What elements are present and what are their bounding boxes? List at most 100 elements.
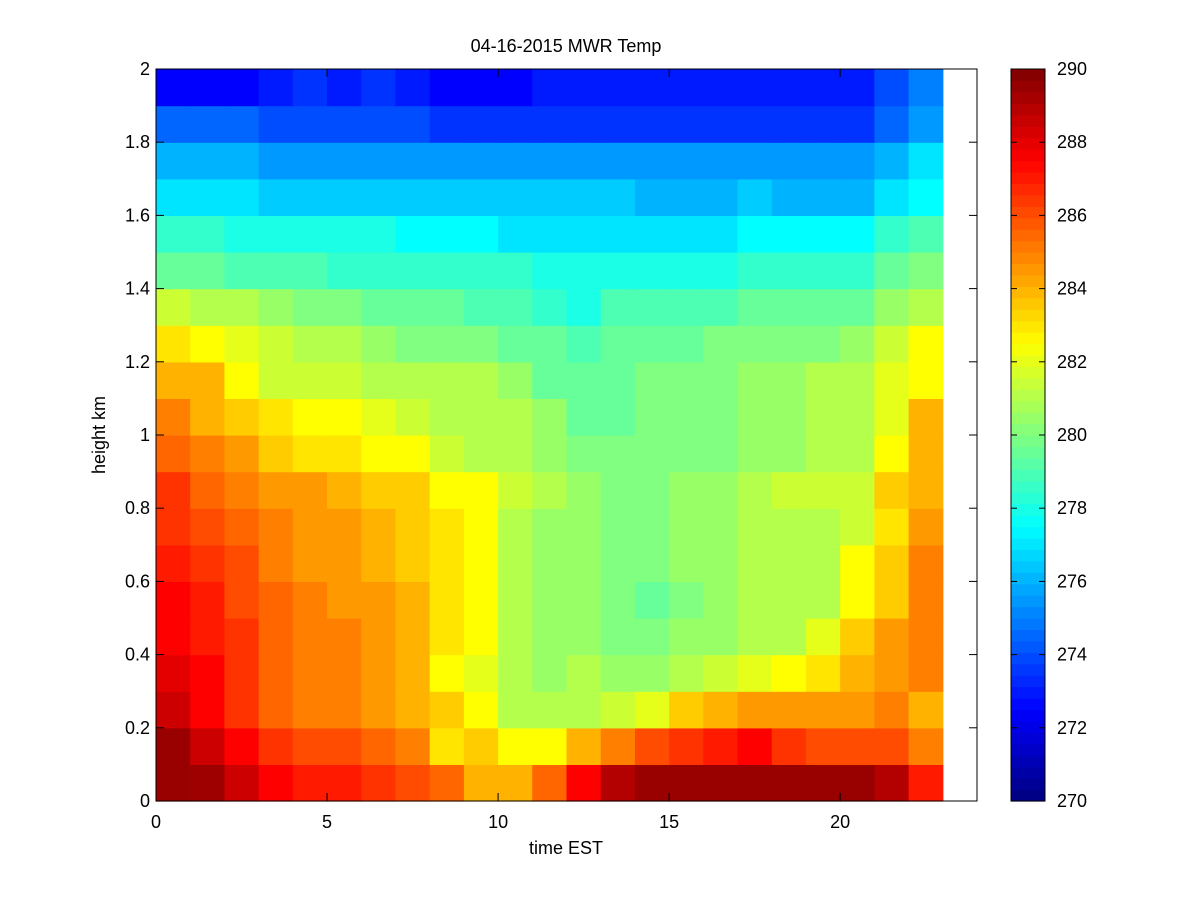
heatmap-cell <box>532 508 568 546</box>
heatmap-cell <box>908 142 944 180</box>
heatmap-cell <box>634 435 670 473</box>
heatmap-cell <box>669 252 704 290</box>
heatmap-cell <box>498 252 533 290</box>
heatmap-cell <box>737 471 773 509</box>
heatmap-cell <box>292 398 328 436</box>
y-tick-label: 1.6 <box>125 205 150 225</box>
heatmap-cell <box>669 471 704 509</box>
heatmap-cell <box>669 581 704 619</box>
heatmap-cell <box>805 544 841 582</box>
heatmap-cell <box>361 654 397 692</box>
heatmap-cell <box>327 252 362 290</box>
heatmap-cell <box>908 508 944 546</box>
y-tick-label: 0.2 <box>125 718 150 738</box>
heatmap-cell <box>634 105 670 143</box>
heatmap-cell <box>327 618 362 656</box>
colorbar-segment <box>1011 69 1045 82</box>
heatmap-cell <box>669 727 704 765</box>
heatmap-cell <box>874 581 910 619</box>
y-tick-label: 1 <box>140 425 150 445</box>
colorbar-segment <box>1011 503 1045 516</box>
heatmap-cell <box>224 654 260 692</box>
heatmap-cell <box>190 105 226 143</box>
heatmap-cell <box>634 288 670 326</box>
heatmap-cell <box>805 727 841 765</box>
heatmap-cell <box>840 215 875 253</box>
colorbar-segment <box>1011 114 1045 127</box>
heatmap-cell <box>874 325 910 363</box>
heatmap-cell <box>805 325 841 363</box>
colorbar-segment <box>1011 778 1045 791</box>
heatmap-cell <box>361 508 397 546</box>
heatmap-cell <box>190 361 226 399</box>
colorbar-segment <box>1011 663 1045 676</box>
heatmap-cell <box>463 581 499 619</box>
heatmap-cell <box>498 435 533 473</box>
heatmap-cell <box>532 618 568 656</box>
chart-title: 04-16-2015 MWR Temp <box>471 36 662 56</box>
heatmap-cell <box>395 105 431 143</box>
heatmap-cell <box>361 398 397 436</box>
heatmap-cell <box>566 435 602 473</box>
heatmap-cell <box>805 764 841 802</box>
colorbar-segment <box>1011 137 1045 150</box>
heatmap-cell <box>224 764 260 802</box>
heatmap-cell <box>805 435 841 473</box>
heatmap-cell <box>429 544 465 582</box>
heatmap-cell <box>600 105 636 143</box>
heatmap-cell <box>429 361 465 399</box>
heatmap-cell <box>600 508 636 546</box>
heatmap-cell <box>805 288 841 326</box>
heatmap-cell <box>532 398 568 436</box>
heatmap-cell <box>874 142 910 180</box>
heatmap-cell <box>258 654 294 692</box>
colorbar-segment <box>1011 423 1045 436</box>
colorbar-segment <box>1011 377 1045 390</box>
heatmap-cell <box>703 325 739 363</box>
colorbar: 270 272 274 276 278 280 282 284 286 288 290 <box>1010 59 1087 811</box>
heatmap-cell <box>908 288 944 326</box>
heatmap-cell <box>600 325 636 363</box>
heatmap-cell <box>258 325 294 363</box>
heatmap-cell <box>498 69 533 107</box>
heatmap-cell <box>737 691 773 729</box>
heatmap-cell <box>737 727 773 765</box>
heatmap-cell <box>395 361 431 399</box>
heatmap-cell <box>361 252 397 290</box>
heatmap-cell <box>292 178 328 216</box>
heatmap-cell <box>703 764 739 802</box>
heatmap-cell <box>429 581 465 619</box>
heatmap-cell <box>395 764 431 802</box>
heatmap-cell <box>771 764 807 802</box>
colorbar-segment <box>1011 229 1045 242</box>
colorbar-segment <box>1011 366 1045 379</box>
heatmap-cell <box>908 471 944 509</box>
colorbar-segment <box>1011 320 1045 333</box>
heatmap-cell <box>224 178 260 216</box>
heatmap-cell <box>634 618 670 656</box>
heatmap-cell <box>874 618 910 656</box>
heatmap-cell <box>840 398 875 436</box>
heatmap-cell <box>327 288 362 326</box>
heatmap-cell <box>190 618 226 656</box>
heatmap-cell <box>840 508 875 546</box>
heatmap-cell <box>532 581 568 619</box>
heatmap-cell <box>498 654 533 692</box>
heatmap-cell <box>258 691 294 729</box>
colorbar-tick-label: 270 <box>1057 791 1087 811</box>
colorbar-tick-label: 290 <box>1057 59 1087 79</box>
heatmap-cell <box>737 178 773 216</box>
heatmap-cell <box>156 69 191 107</box>
heatmap-cell <box>874 105 910 143</box>
heatmap-cell <box>669 764 704 802</box>
heatmap-cell <box>395 727 431 765</box>
colorbar-segment <box>1011 572 1045 585</box>
heatmap-cell <box>463 69 499 107</box>
heatmap-cell <box>874 764 910 802</box>
colorbar-segment <box>1011 720 1045 733</box>
colorbar-segment <box>1011 286 1045 299</box>
heatmap-cell <box>224 618 260 656</box>
heatmap-cell <box>463 325 499 363</box>
heatmap-cell <box>771 435 807 473</box>
heatmap-cell <box>190 764 226 802</box>
